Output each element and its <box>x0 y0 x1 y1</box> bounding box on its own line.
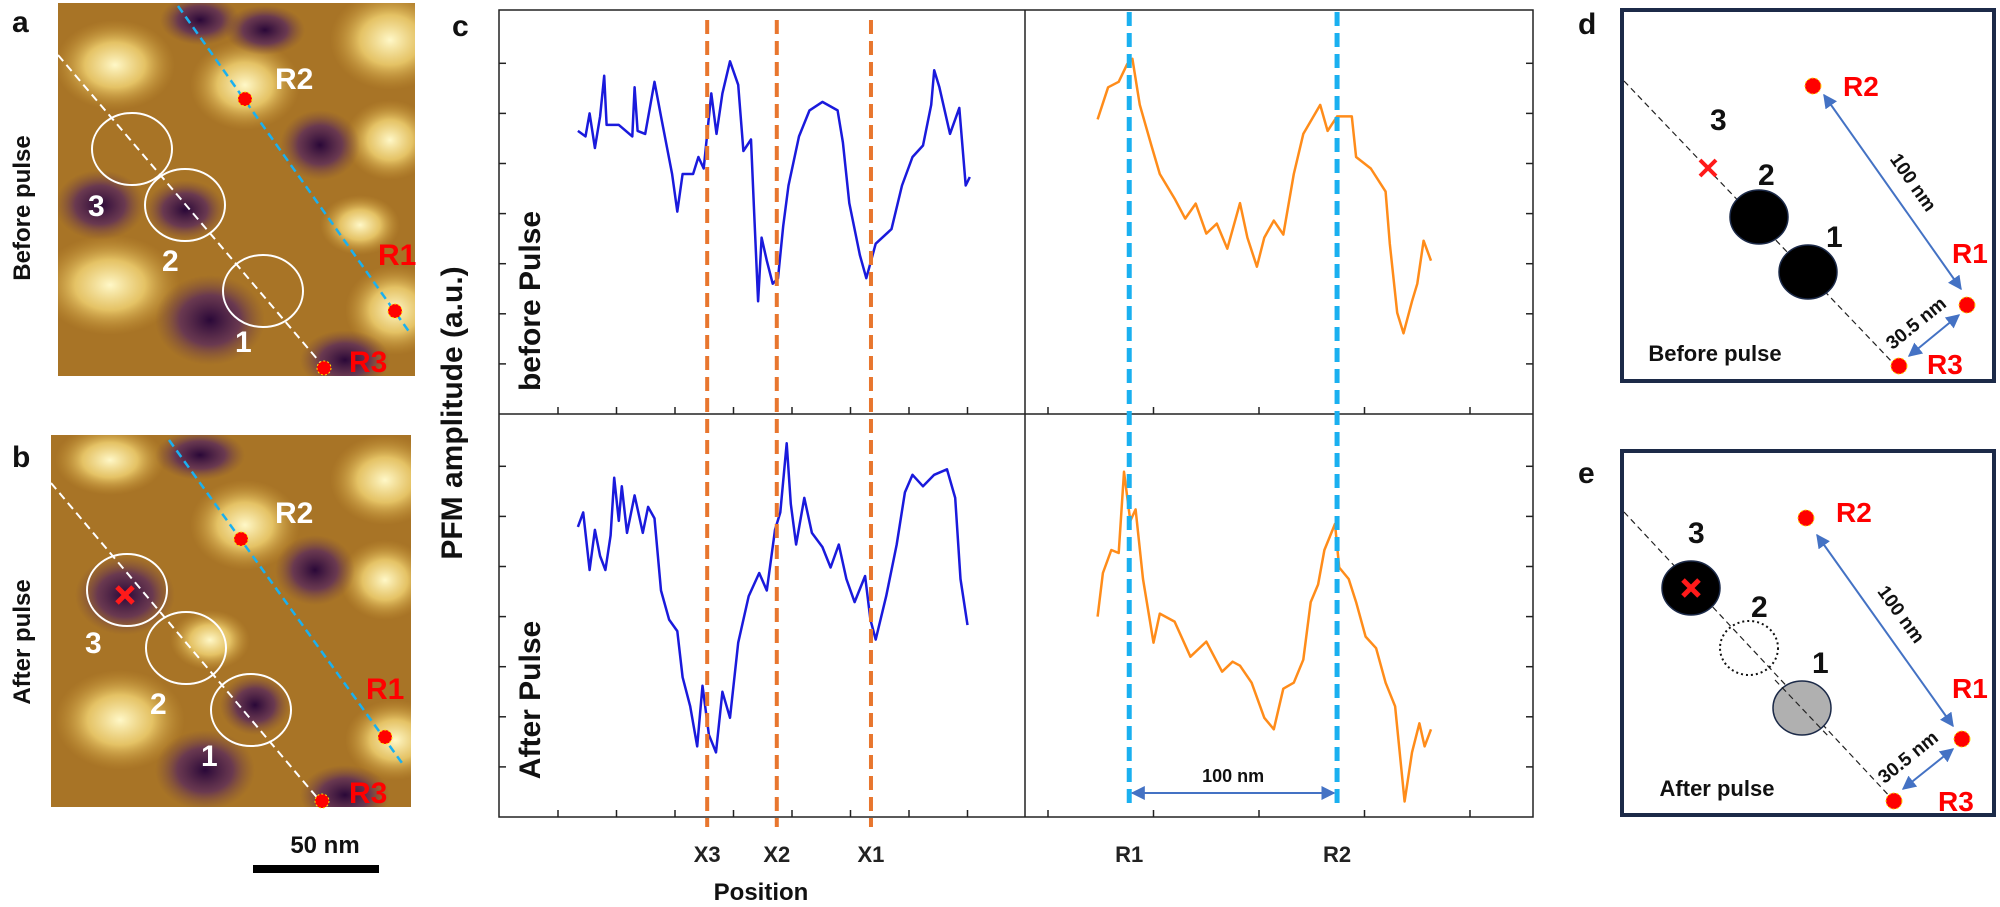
ref-label-r1: R1 <box>366 673 404 706</box>
x-tick-label: R2 <box>1323 842 1351 867</box>
panel-label-c: c <box>452 10 469 43</box>
ref-dot-r2 <box>233 531 249 547</box>
after-pulse-label: After pulse <box>9 579 36 704</box>
chart-frame <box>498 9 1534 818</box>
x-tick-label: R1 <box>1115 842 1143 867</box>
ref-dot-r3 <box>1890 357 1908 375</box>
ref-dot-r1 <box>377 729 393 745</box>
afm-image-after <box>51 435 411 807</box>
site-label-1: 1 <box>201 740 218 773</box>
scan-line-x <box>50 482 321 802</box>
panel-label-a: a <box>12 6 29 39</box>
domain-circle-1 <box>222 254 304 328</box>
domain-1-partial <box>1772 680 1832 736</box>
site-label-2: 2 <box>1758 159 1775 192</box>
scan-line-r <box>176 5 412 334</box>
scale-bar <box>253 865 379 873</box>
series-line-top-right <box>1096 57 1433 335</box>
scan-line-x <box>57 54 325 368</box>
site-label-1: 1 <box>235 326 252 359</box>
ref-dot-r3 <box>316 360 332 376</box>
site-label-3: 3 <box>88 190 105 223</box>
panel-label-b: b <box>12 441 30 474</box>
ref-label-r3: R3 <box>1927 349 1963 380</box>
before-pulse-label: Before pulse <box>9 135 36 280</box>
distance-arrow-short <box>1907 314 1961 357</box>
schematic-after <box>1620 449 1996 817</box>
ref-label-r2: R2 <box>275 497 313 530</box>
domain-circle-2 <box>145 611 227 685</box>
panel-label-d: d <box>1578 8 1596 41</box>
schematic-caption-before: Before pulse <box>1648 341 1781 366</box>
target-mark-icon <box>1681 578 1701 598</box>
domain-2-erased <box>1719 620 1779 676</box>
site-label-3: 3 <box>1710 104 1727 137</box>
site-label-2: 2 <box>162 245 179 278</box>
ref-label-r2: R2 <box>1843 71 1879 102</box>
ref-dot-r2 <box>1797 509 1815 527</box>
site-label-1: 1 <box>1812 647 1829 680</box>
ref-dot-r2 <box>1804 77 1822 95</box>
x-tick-label: X3 <box>694 842 721 867</box>
ref-label-r1: R1 <box>378 239 416 272</box>
ref-dot-r2 <box>237 91 253 107</box>
x-axis-label: Position <box>714 879 809 906</box>
ref-dot-r1 <box>1958 296 1976 314</box>
panel-label-e: e <box>1578 457 1595 490</box>
ref-label-r3: R3 <box>349 346 387 379</box>
ref-dot-r1 <box>1953 730 1971 748</box>
domain-circle-2 <box>144 168 226 242</box>
distance-arrow-short <box>1901 748 1955 790</box>
ref-dot-r3 <box>1885 792 1903 810</box>
ref-dot-r3 <box>314 793 330 809</box>
series-line-bottom-right <box>1096 470 1433 803</box>
x-tick-label: X2 <box>763 842 790 867</box>
ref-dot-r1 <box>387 303 403 319</box>
ref-label-r1: R1 <box>1952 673 1988 704</box>
distance-label: 100 nm <box>1202 766 1264 786</box>
site-label-3: 3 <box>85 627 102 660</box>
series-line-bottom-left <box>576 442 969 754</box>
domain-circle-3 <box>86 553 168 627</box>
y-axis-label: PFM amplitude (a.u.) <box>436 266 469 559</box>
distance-arrow-long <box>1823 93 1962 291</box>
domain-2-switched <box>1729 189 1789 245</box>
ref-label-r2: R2 <box>1836 497 1872 528</box>
ref-label-r1: R1 <box>1952 238 1988 269</box>
ref-label-r2: R2 <box>275 63 313 96</box>
ref-label-r3: R3 <box>1938 786 1974 817</box>
schematic-caption-after: After pulse <box>1660 776 1775 801</box>
site-label-1: 1 <box>1826 221 1843 254</box>
row-label-after: After Pulse <box>514 621 547 779</box>
site-label-2: 2 <box>1751 591 1768 624</box>
domain-1-switched <box>1778 244 1838 300</box>
switched-mark-icon <box>115 585 135 605</box>
scan-line-r <box>167 439 404 764</box>
domain-circle-3 <box>91 112 173 186</box>
schematic-before <box>1620 8 1996 383</box>
domain-circle-1 <box>210 673 292 747</box>
distance-arrow-long <box>1816 533 1954 728</box>
scale-bar-label: 50 nm <box>290 832 359 859</box>
row-label-before: before Pulse <box>514 211 547 391</box>
series-line-top-left <box>577 60 971 303</box>
target-mark-icon <box>1698 158 1718 178</box>
x-tick-label: X1 <box>858 842 885 867</box>
site-label-2: 2 <box>150 688 167 721</box>
ref-label-r3: R3 <box>349 777 387 810</box>
site-label-3: 3 <box>1688 517 1705 550</box>
